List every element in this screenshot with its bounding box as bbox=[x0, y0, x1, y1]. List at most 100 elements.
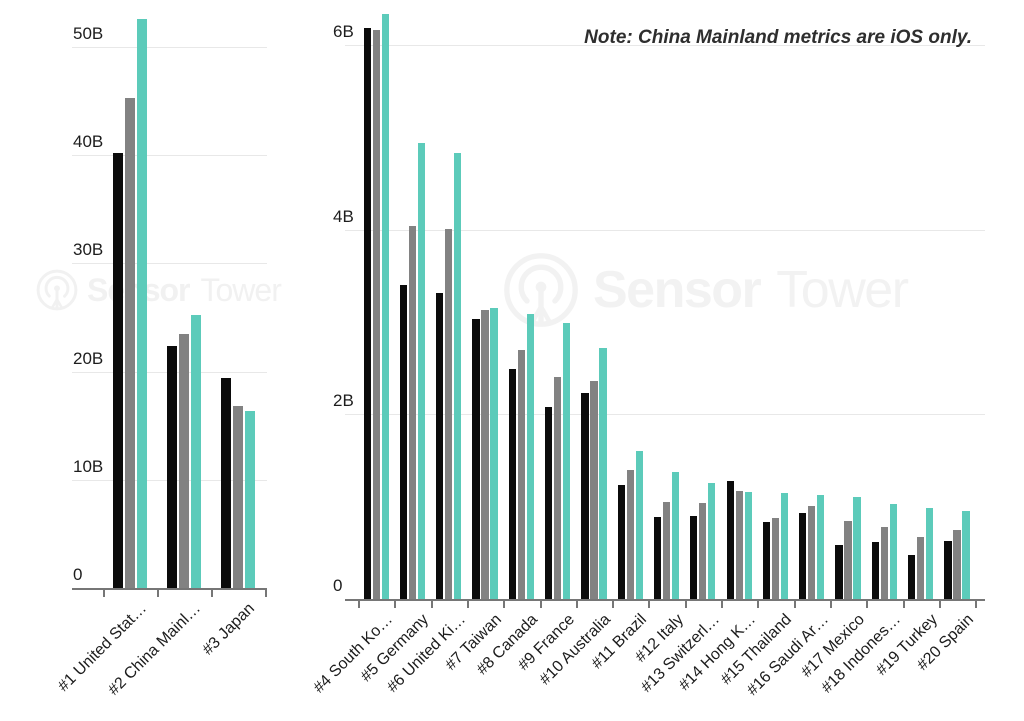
bar-right-4-series-gray[interactable] bbox=[481, 310, 489, 599]
bar-right-10-series-black[interactable] bbox=[690, 515, 698, 599]
axis-tick bbox=[684, 601, 687, 608]
axis-tick bbox=[612, 601, 615, 608]
bar-right-11-series-gray[interactable] bbox=[735, 491, 743, 599]
bar-right-17-series-gray[interactable] bbox=[953, 529, 961, 599]
bar-right-15-series-gray[interactable] bbox=[880, 527, 888, 599]
bar-right-7-series-gray[interactable] bbox=[590, 381, 598, 599]
gridline bbox=[72, 47, 267, 48]
axis-tick bbox=[430, 601, 433, 608]
bar-right-3-series-black[interactable] bbox=[436, 292, 444, 599]
axis-tick bbox=[156, 590, 159, 597]
bar-right-8-series-gray[interactable] bbox=[626, 469, 634, 599]
y-axis-label: 40B bbox=[73, 132, 104, 152]
gridline bbox=[345, 414, 985, 416]
bar-right-6-series-black[interactable] bbox=[545, 407, 553, 599]
bar-right-4-series-black[interactable] bbox=[472, 319, 480, 599]
axis-tick bbox=[902, 601, 905, 608]
bar-right-17-series-teal[interactable] bbox=[962, 511, 970, 599]
bar-left-3-series-gray[interactable] bbox=[233, 406, 243, 588]
axis-tick bbox=[866, 601, 869, 608]
watermark-right: Sensor Tower bbox=[503, 248, 909, 332]
axis-tick bbox=[358, 601, 360, 608]
axis-tick bbox=[975, 601, 978, 608]
bar-right-14-series-gray[interactable] bbox=[844, 520, 852, 599]
axis-tick bbox=[829, 601, 832, 608]
bar-right-9-series-gray[interactable] bbox=[662, 502, 671, 599]
bar-right-8-series-teal[interactable] bbox=[635, 451, 643, 599]
y-axis-label: 0 bbox=[73, 565, 83, 584]
bar-right-5-series-black[interactable] bbox=[508, 369, 516, 599]
bar-left-2-series-gray[interactable] bbox=[178, 333, 189, 588]
watermark-brand-light: Tower bbox=[776, 261, 909, 319]
y-axis-label: 4B bbox=[333, 206, 354, 226]
bar-left-1-series-gray[interactable] bbox=[124, 97, 135, 588]
bar-right-13-series-gray[interactable] bbox=[808, 505, 816, 599]
gridline bbox=[72, 263, 267, 265]
bar-left-2-series-teal[interactable] bbox=[190, 315, 201, 588]
bar-right-16-series-gray[interactable] bbox=[917, 537, 925, 599]
axis-tick bbox=[210, 590, 213, 597]
bar-right-12-series-gray[interactable] bbox=[771, 517, 780, 599]
bar-right-5-series-gray[interactable] bbox=[517, 349, 525, 599]
axis-tick bbox=[265, 590, 268, 597]
bar-right-12-series-black[interactable] bbox=[762, 522, 771, 599]
y-axis-label: 20B bbox=[73, 348, 104, 368]
bar-right-4-series-teal[interactable] bbox=[490, 308, 498, 599]
bar-right-10-series-teal[interactable] bbox=[708, 482, 716, 599]
bar-right-1-series-gray[interactable] bbox=[372, 29, 380, 599]
bar-right-14-series-teal[interactable] bbox=[853, 496, 861, 599]
bar-right-2-series-black[interactable] bbox=[399, 285, 408, 599]
bar-right-15-series-teal[interactable] bbox=[889, 503, 897, 599]
axis-tick bbox=[757, 601, 760, 608]
bar-right-12-series-teal[interactable] bbox=[780, 492, 789, 599]
bar-right-17-series-black[interactable] bbox=[944, 540, 952, 599]
bar-right-10-series-gray[interactable] bbox=[699, 503, 707, 599]
axis-tick bbox=[102, 590, 105, 597]
bar-right-2-series-teal[interactable] bbox=[417, 143, 426, 599]
bar-left-3-series-black[interactable] bbox=[221, 378, 231, 588]
bar-right-2-series-gray[interactable] bbox=[408, 226, 417, 599]
bar-right-3-series-teal[interactable] bbox=[454, 153, 462, 599]
bar-right-6-series-teal[interactable] bbox=[563, 323, 571, 599]
bar-right-15-series-black[interactable] bbox=[871, 541, 879, 599]
bar-right-16-series-teal[interactable] bbox=[926, 507, 934, 599]
axis-tick bbox=[793, 601, 796, 608]
bar-right-7-series-black[interactable] bbox=[581, 393, 589, 599]
bar-right-6-series-gray[interactable] bbox=[554, 377, 562, 599]
y-axis-label: 30B bbox=[73, 240, 104, 260]
x-axis-line bbox=[72, 588, 267, 590]
bar-right-13-series-black[interactable] bbox=[799, 513, 807, 599]
bar-right-9-series-teal[interactable] bbox=[671, 471, 680, 599]
axis-tick bbox=[539, 601, 542, 608]
gridline bbox=[72, 155, 267, 157]
bar-left-1-series-teal[interactable] bbox=[136, 18, 147, 588]
sensor-tower-logo-icon bbox=[504, 253, 578, 327]
bar-left-2-series-black[interactable] bbox=[166, 345, 177, 588]
watermark-brand-bold: Sensor bbox=[593, 261, 762, 319]
gridline bbox=[345, 45, 985, 47]
bar-right-16-series-black[interactable] bbox=[908, 554, 916, 599]
bar-right-11-series-black[interactable] bbox=[726, 480, 734, 599]
bar-right-14-series-black[interactable] bbox=[835, 544, 843, 599]
bar-right-1-series-teal[interactable] bbox=[381, 13, 389, 599]
bar-left-1-series-black[interactable] bbox=[112, 153, 123, 588]
axis-tick bbox=[648, 601, 651, 608]
axis-tick bbox=[575, 601, 578, 608]
bar-right-1-series-black[interactable] bbox=[363, 27, 371, 599]
bar-right-11-series-teal[interactable] bbox=[744, 491, 752, 599]
bar-left-3-series-teal[interactable] bbox=[245, 410, 255, 588]
bar-right-13-series-teal[interactable] bbox=[817, 494, 825, 599]
y-axis-label: 6B bbox=[333, 22, 354, 42]
bar-right-7-series-teal[interactable] bbox=[599, 347, 607, 599]
bar-right-3-series-gray[interactable] bbox=[445, 228, 453, 599]
bar-right-9-series-black[interactable] bbox=[653, 516, 662, 599]
axis-tick bbox=[503, 601, 506, 608]
sensor-tower-logo-icon bbox=[36, 269, 78, 311]
bar-right-5-series-teal[interactable] bbox=[526, 313, 534, 599]
bar-right-8-series-black[interactable] bbox=[617, 484, 625, 599]
y-axis-label: 2B bbox=[333, 391, 354, 411]
x-axis-line bbox=[345, 599, 985, 601]
y-axis-label: 10B bbox=[73, 456, 104, 476]
